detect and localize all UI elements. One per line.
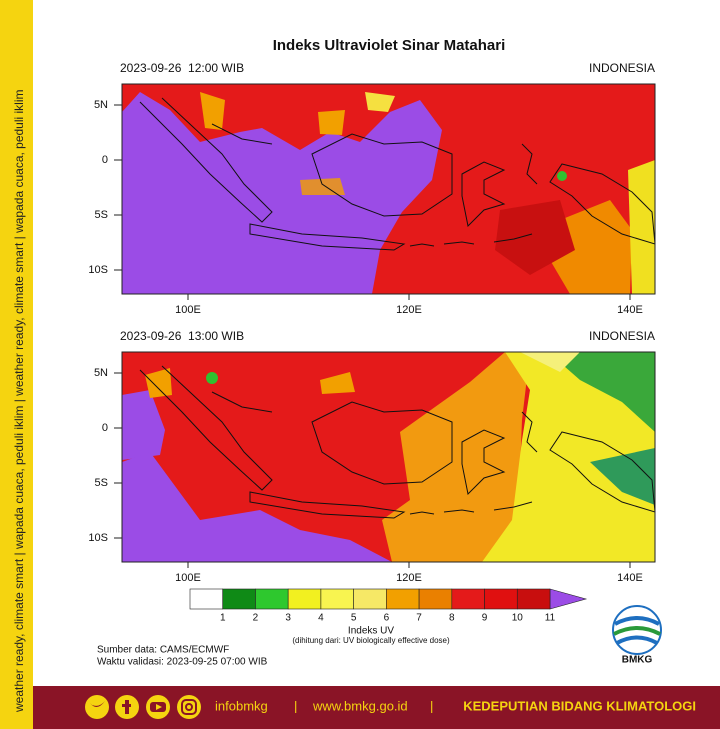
instagram-icon[interactable]	[177, 695, 201, 719]
map-frame	[121, 83, 656, 295]
colorbar-label: 10	[512, 613, 524, 624]
colorbar-swatch	[320, 588, 354, 610]
colorbar-swatch	[287, 588, 322, 610]
colorbar-swatch	[386, 588, 420, 610]
bmkg-logo	[612, 605, 662, 655]
title: Indeks Ultraviolet Sinar Matahari	[273, 37, 506, 54]
source: Sumber data: CAMS/ECMWF	[97, 645, 229, 656]
footer-band	[33, 686, 720, 729]
colorbar-swatch	[516, 588, 551, 610]
footer-department: KEDEPUTIAN BIDANG KLIMATOLOGI	[463, 698, 696, 713]
lon-label: 120E	[396, 572, 422, 584]
footer-separator: |	[430, 698, 433, 713]
colorbar-label: 4	[318, 613, 324, 624]
lon-label: 100E	[175, 572, 201, 584]
colorbar-label: 11	[545, 613, 556, 624]
lat-label: 0	[102, 154, 108, 166]
panel-timestamp: 2023-09-26 12:00 WIB	[120, 61, 244, 75]
colorbar-label: 5	[351, 613, 357, 624]
lon-label: 120E	[396, 304, 422, 316]
footer-website[interactable]: www.bmkg.go.id	[312, 698, 408, 713]
panel-region: INDONESIA	[589, 61, 655, 75]
colorbar-title: Indeks UV	[348, 626, 394, 637]
validity: Waktu validasi: 2023-09-25 07:00 WIB	[97, 657, 268, 668]
colorbar-swatch	[222, 588, 256, 610]
panel-region: INDONESIA	[589, 329, 655, 343]
uv-map-1300	[122, 352, 655, 562]
map-frame	[121, 351, 656, 563]
lat-label: 5S	[95, 209, 108, 221]
colorbar-note: (dihitung dari: UV biologically effectiv…	[292, 636, 450, 645]
colorbar-swatch	[353, 588, 387, 610]
lat-label: 5N	[94, 99, 108, 111]
colorbar-label: 3	[285, 613, 291, 624]
colorbar-label: 8	[449, 613, 455, 624]
colorbar-swatch	[418, 588, 453, 610]
colorbar-label: 7	[416, 613, 422, 624]
lon-label: 100E	[175, 304, 201, 316]
colorbar-label: 9	[482, 613, 488, 624]
lat-label: 10S	[88, 264, 108, 276]
side-strip	[0, 0, 33, 729]
colorbar-swatch	[189, 588, 224, 610]
colorbar-label: 6	[384, 613, 390, 624]
colorbar	[189, 588, 588, 610]
lon-label: 140E	[617, 572, 643, 584]
lat-label: 5S	[95, 477, 108, 489]
colorbar-swatch	[484, 588, 518, 610]
lat-label: 10S	[88, 532, 108, 544]
side-text: weather ready, climate smart | wapada cu…	[12, 89, 26, 713]
footer-separator: |	[294, 698, 297, 713]
colorbar-swatch	[451, 588, 485, 610]
uv-map-1200	[122, 84, 655, 294]
lon-label: 140E	[617, 304, 643, 316]
footer-handle[interactable]: infobmkg	[215, 698, 268, 713]
colorbar-label: 1	[220, 613, 226, 624]
colorbar-swatch	[255, 588, 289, 610]
social-icons	[85, 695, 201, 719]
colorbar-label: 2	[253, 613, 259, 624]
lat-label: 5N	[94, 367, 108, 379]
logo-text: BMKG	[622, 655, 653, 666]
lat-label: 0	[102, 422, 108, 434]
panel-timestamp: 2023-09-26 13:00 WIB	[120, 329, 244, 343]
